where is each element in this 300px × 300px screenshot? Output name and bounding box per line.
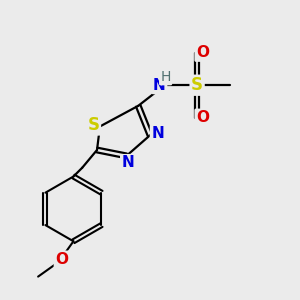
Text: H: H (160, 70, 171, 84)
Text: N: N (122, 155, 134, 170)
Text: S: S (88, 116, 100, 134)
Text: O: O (55, 252, 68, 267)
Text: S: S (191, 76, 203, 94)
Text: O: O (196, 110, 209, 125)
Text: O: O (196, 45, 209, 60)
Text: N: N (151, 126, 164, 141)
Text: N: N (153, 78, 166, 93)
